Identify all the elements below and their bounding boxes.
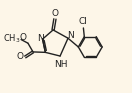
- Text: Cl: Cl: [79, 17, 88, 26]
- Text: CH$_3$: CH$_3$: [3, 33, 20, 45]
- Text: O: O: [52, 9, 59, 18]
- Text: NH: NH: [54, 60, 67, 69]
- Text: O: O: [20, 33, 27, 42]
- Text: N: N: [37, 34, 44, 43]
- Text: O: O: [16, 52, 23, 61]
- Text: N: N: [67, 31, 74, 40]
